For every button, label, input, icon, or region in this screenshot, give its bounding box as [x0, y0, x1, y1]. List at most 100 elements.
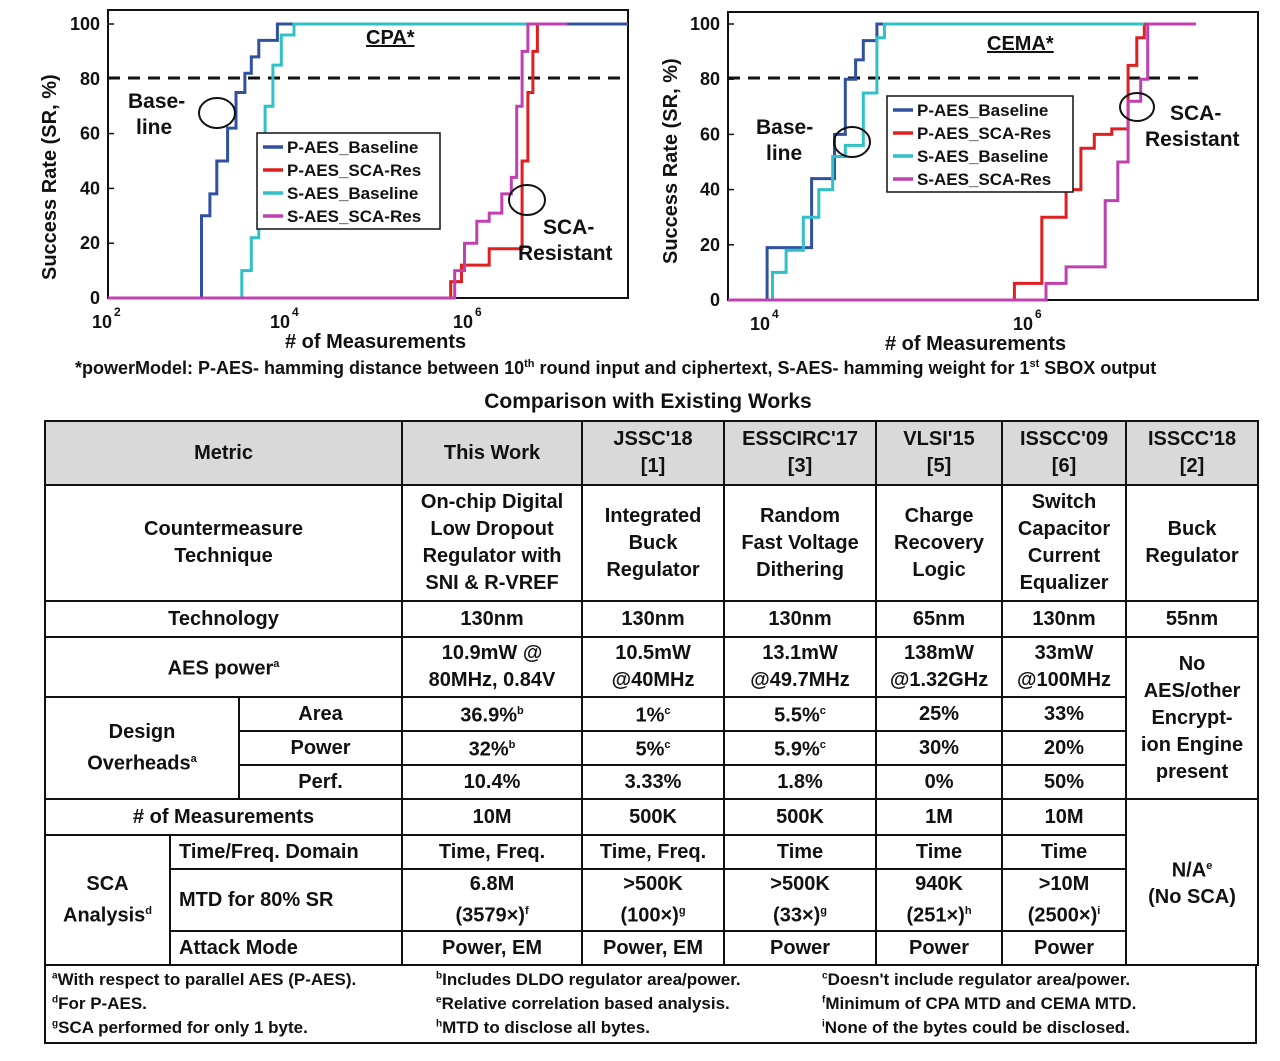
power-model-note: *powerModel: P-AES- hamming distance bet… [75, 358, 1157, 378]
x-tick-exp: 6 [475, 305, 482, 319]
table-cell: 500K [723, 798, 878, 836]
design-overheads-label: Design Overheadsa [44, 696, 240, 800]
countermeasure-isscc09: Switch Capacitor Current Equalizer [1001, 484, 1128, 602]
x-tick-exp: 4 [292, 305, 299, 319]
series-line-p-aes_baseline [108, 22, 628, 300]
baseline-annotation: Base- [756, 116, 813, 139]
y-tick-label: 0 [710, 290, 720, 310]
table-cell: >10M (2500×)i [1001, 868, 1128, 932]
baseline-annotation: line [136, 116, 172, 139]
table-cell: >500K (100×)g [581, 868, 726, 932]
x-tick-label: 10 [750, 314, 770, 334]
table-cell: 33% [1001, 696, 1128, 732]
table-cell: 33mW @100MHz [1001, 636, 1128, 698]
y-tick-label: 100 [690, 14, 720, 34]
table-cell: 13.1mW @49.7MHz [723, 636, 878, 698]
sca-resistant-annotation: Resistant [518, 242, 613, 265]
table-header-row: Metric This Work JSSC'18 [1] ESSCIRC'17 [3… [43, 420, 1260, 486]
x-tick-label: 10 [1013, 314, 1033, 334]
perf-label: Perf. [237, 764, 404, 800]
countermeasure-jssc18: Integrated Buck Regulator [581, 484, 726, 602]
header-this-work: This Work [401, 420, 584, 486]
y-tick-label: 20 [80, 233, 100, 253]
domain-row: SCA Analysisd Time/Freq. Domain Time, Fre… [44, 834, 1258, 966]
table-cell: 130nm [401, 600, 584, 638]
table-cell: 500K [581, 798, 726, 836]
mtd-row: MTD for 80% SR 6.8M (3579×)f >500K (100×)g… [45, 868, 1258, 932]
table-cell: 36.9%b [401, 696, 584, 732]
chart-title: CEMA* [987, 33, 1054, 55]
y-tick-label: 80 [700, 69, 720, 89]
domain-label: Time/Freq. Domain [168, 834, 404, 870]
table-cell: 10M [1001, 798, 1128, 836]
series-line-p-aes_sca-res [728, 22, 1157, 302]
table-cell: 1M [875, 798, 1004, 836]
table-cell: 3.33% [581, 764, 726, 800]
x-tick-exp: 2 [114, 305, 121, 319]
power-label: Power [237, 730, 404, 766]
table-cell: Power, EM [581, 930, 726, 966]
y-axis-label: Success Rate (SR, %) [39, 74, 61, 280]
y-tick-label: 80 [80, 69, 100, 89]
header-jssc18: JSSC'18 [1] [581, 420, 726, 486]
area-label: Area [237, 696, 404, 732]
table-cell: 1.8% [723, 764, 878, 800]
countermeasure-row: Countermeasure Technique On-chip Digital L… [43, 484, 1260, 602]
measurements-row: # of Measurements 10M 500K 500K 1M 10M N… [43, 798, 1260, 966]
area-overhead-row: Design Overheadsa Area 36.9%b 1%c 5.5%c 2… [44, 696, 1258, 800]
table-cell: Time, Freq. [401, 834, 584, 870]
table-cell: 30% [875, 730, 1004, 766]
table-cell: 6.8M (3579×)f [401, 868, 584, 932]
y-tick-label: 0 [90, 288, 100, 308]
y-tick-label: 100 [70, 14, 100, 34]
table-cell: 10M [401, 798, 584, 836]
footnote: iNone of the bytes could be disclosed. [822, 1018, 1130, 1037]
footnote: aWith respect to parallel AES (P-AES). [52, 970, 357, 989]
table-cell: Time, Freq. [581, 834, 726, 870]
technology-row: Technology 130nm 130nm 130nm 65nm 130nm … [43, 600, 1260, 638]
legend-label: P-AES_SCA-Res [917, 124, 1051, 143]
table-cell: 1%c [581, 696, 726, 732]
series-line-s-aes_sca-res [108, 22, 568, 300]
y-tick-label: 40 [80, 178, 100, 198]
legend-label: S-AES_Baseline [917, 147, 1048, 166]
baseline-annotation: Base- [128, 90, 185, 113]
chart-title: CPA* [366, 27, 415, 49]
perf-overhead-row: Perf. 10.4% 3.33% 1.8% 0% 50% [45, 764, 1258, 800]
table-cell: 20% [1001, 730, 1128, 766]
attack-mode-row: Attack Mode Power, EM Power, EM Power Po… [45, 930, 1258, 966]
footnote: dFor P-AES. [52, 994, 147, 1013]
sca-resistant-marker [1119, 92, 1155, 122]
table-cell: 130nm [1001, 600, 1128, 638]
countermeasure-label: Countermeasure Technique [43, 484, 404, 602]
x-tick-label: 10 [92, 312, 112, 332]
table-cell: 5.5%c [723, 696, 878, 732]
table-cell: 0% [875, 764, 1004, 800]
series-line-p-aes_baseline [728, 22, 1118, 302]
series-line-p-aes_sca-res [108, 22, 549, 300]
countermeasure-vlsi15: Charge Recovery Logic [875, 484, 1004, 602]
table-cell: >500K (33×)g [723, 868, 878, 932]
x-tick-label: 10 [270, 312, 290, 332]
legend-label: S-AES_SCA-Res [287, 207, 421, 226]
countermeasure-esscirc17: Random Fast Voltage Dithering [723, 484, 878, 602]
footnote: bIncludes DLDO regulator area/power. [436, 970, 741, 989]
series-line-s-aes_baseline [728, 22, 1145, 302]
footnote: cDoesn't include regulator area/power. [822, 970, 1131, 989]
footnote: gSCA performed for only 1 byte. [52, 1018, 308, 1037]
table-cell: 5%c [581, 730, 726, 766]
table-cell: Time [723, 834, 878, 870]
table-cell: Power [1001, 930, 1128, 966]
sca-resistant-marker [508, 184, 546, 216]
y-tick-label: 60 [700, 124, 720, 144]
footnote: eRelative correlation based analysis. [436, 994, 730, 1013]
x-axis-label: # of Measurements [285, 331, 466, 353]
table-cell: 940K (251×)h [875, 868, 1004, 932]
sca-analysis-label: SCA Analysisd [44, 834, 171, 966]
legend: P-AES_Baseline P-AES_SCA-Res S-AES_Baselin… [256, 132, 441, 230]
na-cell: N/Ae (No SCA) [1125, 798, 1260, 966]
table-cell: 138mW @1.32GHz [875, 636, 1004, 698]
table-cell: Power, EM [401, 930, 584, 966]
table-cell: 130nm [723, 600, 878, 638]
table-cell: 50% [1001, 764, 1128, 800]
